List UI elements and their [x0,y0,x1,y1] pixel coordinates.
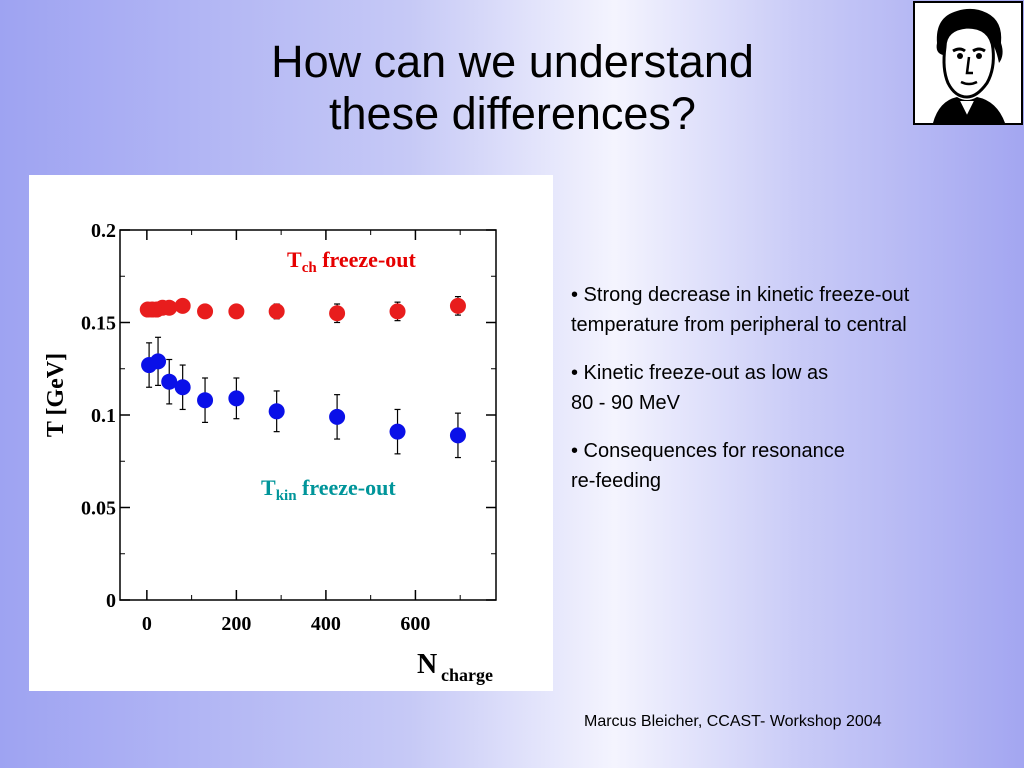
portrait-sketch-icon [913,1,1023,125]
data-point-tch [389,303,406,320]
bullet-list: • Strong decrease in kinetic freeze-out … [571,280,1011,514]
data-point-tkin [197,392,214,409]
x-tick-label: 0 [142,613,152,635]
footer-credit: Marcus Bleicher, CCAST- Workshop 2004 [584,713,882,730]
data-point-tkin [161,373,178,390]
x-tick-label: 400 [311,613,341,635]
data-point-tch [329,305,346,322]
data-point-tkin [150,353,167,370]
data-point-tch [174,297,191,314]
bullet-2-line-1: • Kinetic freeze-out as low as [571,362,829,384]
x-tick-label: 600 [400,613,430,635]
plot-frame [119,229,497,601]
x-tick-label: 200 [221,613,251,635]
bullet-2-line-2: 80 - 90 MeV [571,392,680,414]
data-point-tkin [268,403,285,420]
data-point-tkin [228,390,245,407]
bullet-1-line-1: • Strong decrease in kinetic freeze-out [571,284,910,306]
bullet-item-1: • Strong decrease in kinetic freeze-out … [571,280,1011,340]
title-line-1: How can we understand [271,36,754,87]
title-line-2: these differences? [329,88,696,139]
bullet-1-line-2: temperature from peripheral to central [571,314,907,336]
x-axis-label-subscript: charge [441,665,493,685]
series-label-tkin: Tkin freeze-out [261,475,396,504]
bullet-3-line-2: re-feeding [571,470,662,492]
data-point-tch [228,303,245,320]
data-point-tch [161,299,178,316]
y-tick-label: 0.1 [91,405,116,427]
data-point-tch [197,303,214,320]
data-point-tkin [174,379,191,396]
x-axis-label: N [417,649,437,680]
bullet-item-3: • Consequences for resonance re-feeding [571,436,1011,496]
data-point-tkin [449,427,466,444]
y-tick-label: 0.2 [91,220,116,242]
bullet-3-line-1: • Consequences for resonance [571,440,845,462]
data-point-tkin [329,408,346,425]
bullet-item-2: • Kinetic freeze-out as low as 80 - 90 M… [571,358,1011,418]
y-axis-label: T [GeV] [43,353,69,437]
data-point-tch [268,303,285,320]
temperature-chart: 0 0.05 0.1 0.15 0.2 0 200 400 600 T [GeV] N charge T… [43,220,497,685]
slide-title: How can we understand these differences? [140,36,885,140]
y-tick-label: 0.15 [81,313,116,335]
y-tick-label: 0 [106,590,116,612]
y-tick-label: 0.05 [81,498,116,520]
data-point-tkin [389,423,406,440]
series-label-tch: Tch freeze-out [287,247,417,276]
data-point-tch [449,297,466,314]
